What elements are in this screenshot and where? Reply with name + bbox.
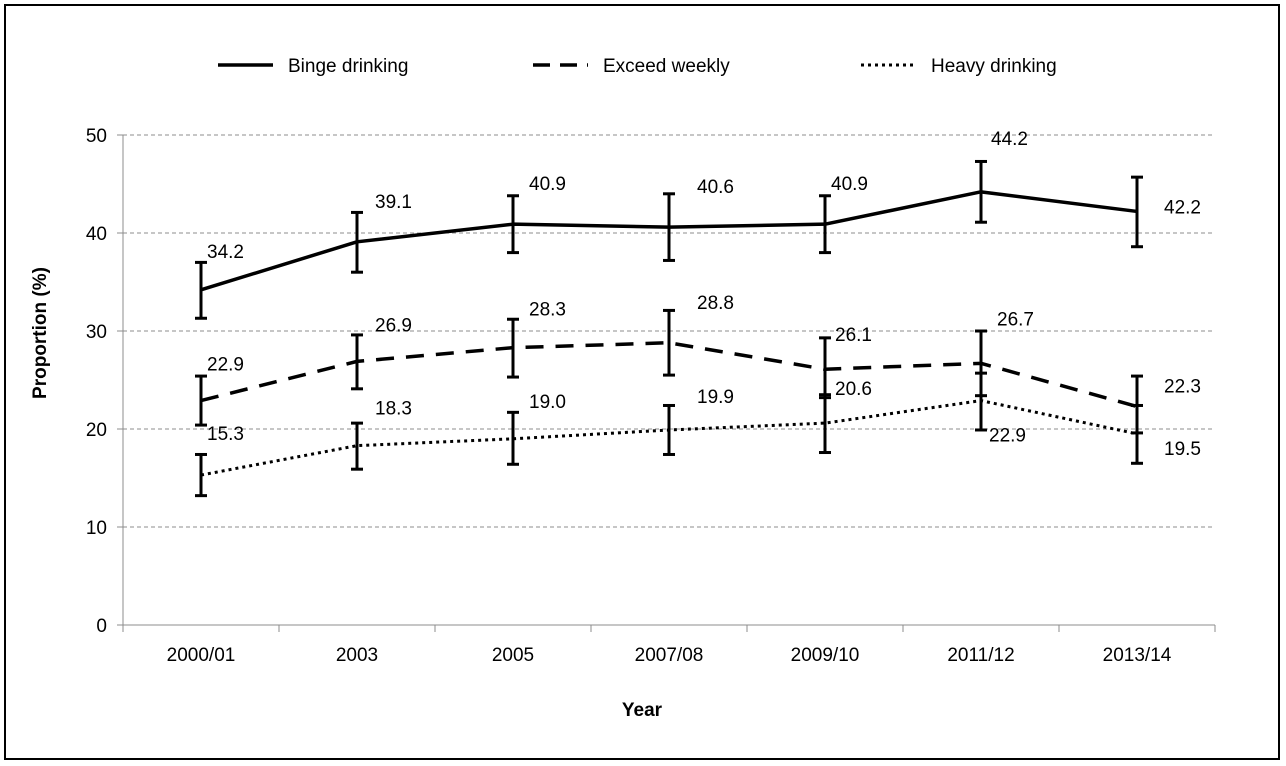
data-label: 40.9 bbox=[831, 174, 868, 195]
data-label: 28.8 bbox=[697, 293, 734, 314]
data-label: 28.3 bbox=[529, 300, 566, 321]
data-label: 19.9 bbox=[697, 387, 734, 408]
legend: Binge drinking Exceed weekly Heavy drinkin… bbox=[218, 56, 1057, 77]
legend-label: Exceed weekly bbox=[603, 56, 730, 77]
line-chart: 0 10 20 30 40 50 2000/01 2003 2005 2007/08 2009/10… bbox=[30, 56, 1216, 721]
y-tick-label: 10 bbox=[86, 518, 107, 539]
data-label: 34.2 bbox=[207, 242, 244, 263]
data-label: 19.0 bbox=[529, 392, 566, 413]
data-label: 40.9 bbox=[529, 174, 566, 195]
y-tick-label: 0 bbox=[96, 616, 107, 637]
data-label: 15.3 bbox=[207, 424, 244, 445]
data-label: 20.6 bbox=[835, 379, 872, 400]
y-tick-label: 30 bbox=[86, 322, 107, 343]
x-axis-title: Year bbox=[622, 700, 663, 721]
y-axis-title: Proportion (%) bbox=[30, 267, 51, 399]
data-label: 22.3 bbox=[1164, 376, 1201, 397]
x-tick-label: 2013/14 bbox=[1103, 645, 1172, 666]
x-tick-label: 2007/08 bbox=[635, 645, 704, 666]
data-labels: 34.2 39.1 40.9 40.6 40.9 44.2 42.2 22.9 26.9 28.3… bbox=[207, 129, 1201, 460]
x-tick-label: 2003 bbox=[336, 645, 378, 666]
legend-label: Binge drinking bbox=[288, 56, 408, 77]
x-tick-label: 2011/12 bbox=[947, 645, 1014, 666]
data-label: 44.2 bbox=[991, 129, 1028, 150]
data-label: 19.5 bbox=[1164, 439, 1201, 460]
y-tick-label: 50 bbox=[86, 126, 107, 147]
data-label: 22.9 bbox=[989, 426, 1026, 447]
data-label: 42.2 bbox=[1164, 197, 1201, 218]
data-label: 39.1 bbox=[375, 192, 412, 213]
data-label: 18.3 bbox=[375, 399, 412, 420]
chart-frame: 0 10 20 30 40 50 2000/01 2003 2005 2007/08 2009/10… bbox=[4, 4, 1280, 760]
data-label: 26.9 bbox=[375, 315, 412, 336]
legend-label: Heavy drinking bbox=[931, 56, 1057, 77]
axes: 0 10 20 30 40 50 2000/01 2003 2005 2007/08 2009/10… bbox=[86, 126, 1216, 666]
x-tick-label: 2009/10 bbox=[791, 645, 860, 666]
x-tick-label: 2000/01 bbox=[167, 645, 236, 666]
series bbox=[195, 159, 1143, 498]
data-label: 40.6 bbox=[697, 177, 734, 198]
data-label: 26.1 bbox=[835, 325, 872, 346]
data-label: 26.7 bbox=[997, 309, 1034, 330]
data-label: 22.9 bbox=[207, 355, 244, 376]
y-tick-label: 20 bbox=[86, 420, 107, 441]
y-tick-label: 40 bbox=[86, 224, 107, 245]
x-tick-label: 2005 bbox=[492, 645, 534, 666]
